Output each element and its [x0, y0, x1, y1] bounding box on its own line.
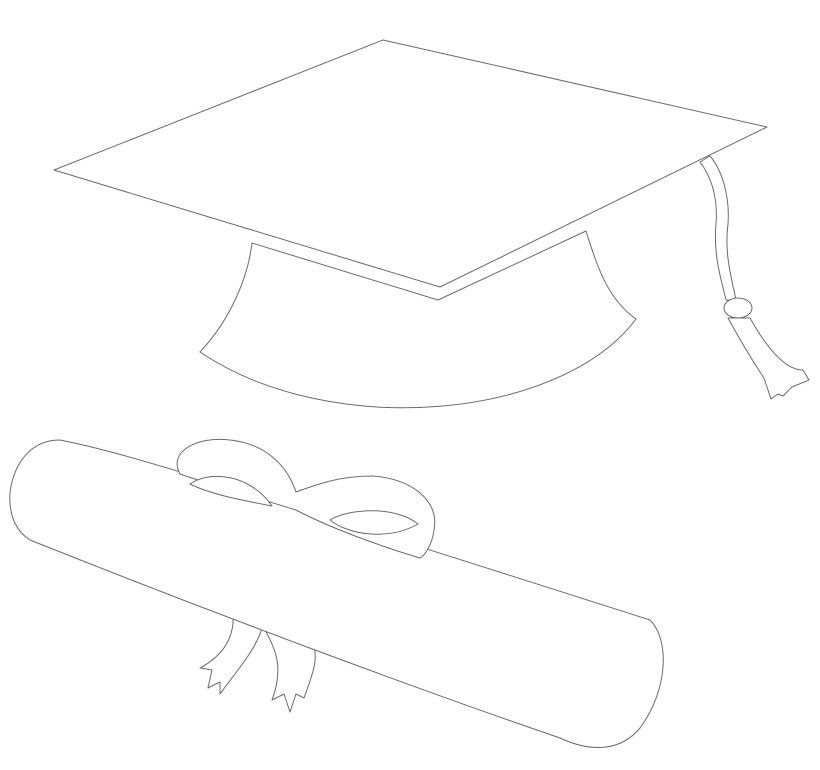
cap-mortarboard	[53, 39, 768, 288]
diploma-scroll	[9, 438, 664, 748]
tassel-fringe	[727, 317, 810, 400]
ribbon-tail-right	[263, 627, 316, 713]
graduation-cap	[53, 39, 810, 409]
ribbon-bow-hole-left	[189, 475, 273, 507]
cap-base-band	[199, 230, 637, 409]
ribbon-bow-hole-right	[329, 510, 419, 535]
tassel-cord	[699, 155, 737, 301]
ribbon-tail-left	[199, 607, 263, 695]
tassel-knot	[723, 297, 753, 319]
